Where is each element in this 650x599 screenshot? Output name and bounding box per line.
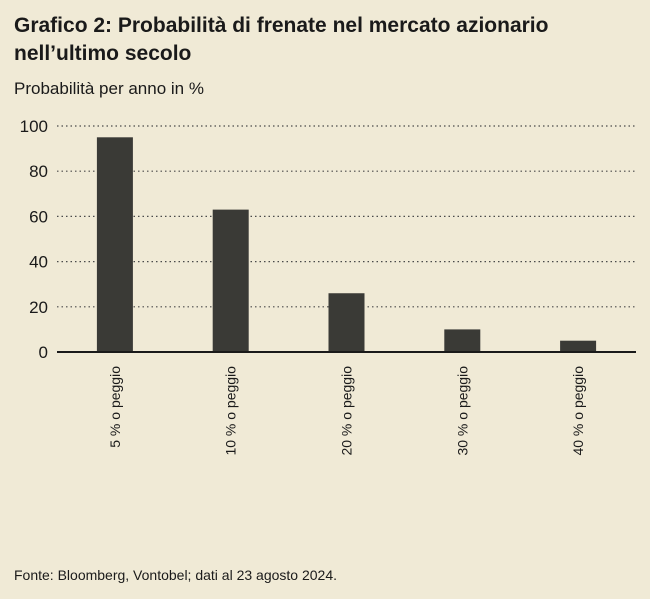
x-tick-label: 5 % o peggio (107, 366, 123, 448)
x-tick-label: 10 % o peggio (223, 366, 239, 456)
bar-2 (212, 209, 249, 352)
x-tick-label: 30 % o peggio (454, 366, 470, 456)
y-tick-label: 40 (29, 253, 48, 272)
x-tick-label: 40 % o peggio (570, 366, 586, 456)
source-note: Fonte: Bloomberg, Vontobel; dati al 23 a… (14, 567, 338, 583)
chart-title: Grafico 2: Probabilità di frenate nel me… (14, 14, 549, 65)
bar-5 (560, 340, 597, 352)
x-tick-labels: 5 % o peggio 10 % o peggio 20 % o peggio 30… (107, 366, 586, 456)
y-axis-label: Probabilità per anno in % (14, 79, 204, 98)
y-tick-label: 0 (39, 343, 48, 362)
bar-3 (328, 293, 365, 352)
x-tick-label: 20 % o peggio (339, 366, 355, 456)
y-tick-label: 60 (29, 207, 48, 226)
bars (96, 137, 597, 352)
y-tick-label: 100 (20, 117, 48, 136)
grid-lines (57, 125, 636, 308)
y-tick-label: 80 (29, 162, 48, 181)
bar-4 (444, 329, 481, 352)
y-tick-labels: 0 20 40 60 80 100 (20, 117, 48, 362)
y-tick-label: 20 (29, 298, 48, 317)
bar-1 (96, 137, 133, 352)
